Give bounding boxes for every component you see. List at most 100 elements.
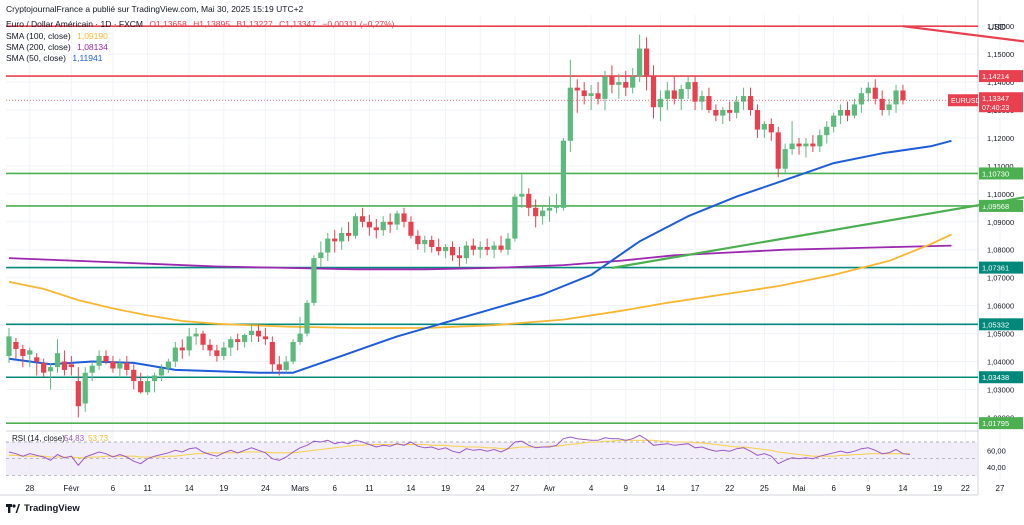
y-tick-label: 1,11000 [987, 162, 1014, 171]
candle-body [41, 362, 47, 373]
level-label-bg [979, 167, 1023, 180]
candle-body [727, 110, 733, 113]
candle-body [6, 336, 12, 356]
symbol-description[interactable]: Euro / Dollar Américain · 1D · FXCM [6, 19, 143, 29]
candle-body [664, 90, 670, 99]
candle-body [408, 221, 414, 236]
candle-body [810, 143, 816, 147]
candle-body [172, 347, 178, 362]
candle-body [325, 238, 331, 253]
candle-body [720, 110, 726, 116]
level-label-bg [979, 417, 1023, 430]
ohlc-change: −0,00311 (−0,27%) [322, 19, 395, 29]
x-tick-label: 17 [691, 484, 700, 493]
x-tick-label: 6 [332, 484, 337, 493]
candle-body [637, 48, 643, 77]
x-tick-label: 9 [624, 484, 629, 493]
y-tick-label: 1,10000 [987, 190, 1014, 199]
candle-body [491, 245, 497, 250]
candle-body [858, 93, 864, 105]
candle-body [817, 135, 823, 147]
candle-body [380, 221, 386, 231]
candle-body [616, 82, 622, 85]
candle-body [650, 76, 657, 108]
indicator-sma200[interactable]: SMA (200, close) 1,08134 [6, 42, 108, 53]
candle-body [110, 361, 116, 369]
candle-body [789, 143, 795, 150]
price-axis-currency: USD [988, 22, 1006, 32]
x-tick-label: Mai [793, 484, 806, 493]
trendline [902, 25, 1024, 43]
candle-body [54, 353, 61, 368]
candle-body [526, 193, 532, 208]
tradingview-logo-icon [6, 504, 20, 513]
candle-body [671, 90, 677, 99]
x-tick-label: 14 [656, 484, 665, 493]
price-label-value: 1,13347 [982, 94, 1009, 103]
candle-body [373, 227, 379, 231]
candle-body [68, 364, 74, 368]
price-label-countdown: 07:40:23 [982, 105, 1009, 112]
y-tick-label: 1,07000 [987, 274, 1014, 283]
x-tick-label: 9 [866, 484, 871, 493]
candle-body [394, 213, 400, 225]
candle-body [82, 372, 88, 404]
y-tick-label: 1,04000 [987, 358, 1014, 367]
candle-body [151, 375, 158, 382]
indicator-sma100[interactable]: SMA (100, close) 1,09190 [6, 31, 108, 42]
candle-body [546, 207, 553, 211]
rsi-pane [6, 434, 978, 476]
x-tick-label: 11 [365, 484, 374, 493]
candle-body [533, 207, 539, 217]
symbol-tag: EURUSD [951, 98, 981, 105]
candle-body [442, 246, 449, 252]
candle-body [248, 330, 255, 335]
level-label: 1,10730 [982, 169, 1009, 178]
candle-body [34, 357, 40, 362]
ohlc-high: H1,13895 [193, 19, 230, 29]
symbol-tag-bg [948, 94, 978, 107]
candle-body [117, 362, 123, 369]
rsi-value: 54,83 [64, 434, 85, 443]
candle-body [415, 235, 421, 245]
candle-body [477, 246, 483, 250]
rsi-signal-value: 53,73 [88, 434, 109, 443]
candle-body [20, 348, 26, 356]
candle-body [387, 221, 393, 225]
candle-body [782, 149, 788, 169]
ohlc-close: C1,13347 [279, 19, 316, 29]
y-tick-label: 1,12000 [987, 134, 1014, 143]
candle-body [706, 96, 712, 111]
x-tick-label: 6 [111, 484, 116, 493]
candle-body [754, 110, 761, 130]
candle-body [262, 336, 269, 340]
level-label: 1,09568 [982, 202, 1009, 211]
x-tick-label: 14 [185, 484, 194, 493]
level-label: 1,01795 [982, 419, 1009, 428]
indicator-sma50[interactable]: SMA (50, close) 1,11941 [6, 53, 102, 64]
level-label-bg [979, 318, 1023, 331]
y-tick-label: 1,08000 [987, 246, 1014, 255]
candle-body [900, 90, 906, 101]
candle-body [768, 123, 774, 133]
candle-body [470, 245, 476, 250]
indicator-label: SMA (50, close) [6, 53, 66, 63]
candle-body [186, 336, 192, 351]
candle-body [685, 82, 691, 90]
candle-body [124, 362, 130, 370]
candle-body [588, 93, 594, 97]
sma50-line [8, 139, 952, 374]
candle-body [609, 76, 615, 85]
candle-body [429, 239, 435, 247]
y-tick-label: 1,14000 [987, 78, 1014, 87]
tradingview-footer[interactable]: TradingView [6, 503, 80, 514]
x-tick-label: 22 [725, 484, 734, 493]
level-label: 1,14214 [982, 72, 1009, 81]
candle-body [602, 76, 608, 99]
candle-body [484, 246, 490, 250]
candle-body [692, 82, 698, 102]
candle-body [103, 355, 109, 362]
y-tick-label: 1,05000 [987, 330, 1014, 339]
x-tick-label: 27 [510, 484, 519, 493]
